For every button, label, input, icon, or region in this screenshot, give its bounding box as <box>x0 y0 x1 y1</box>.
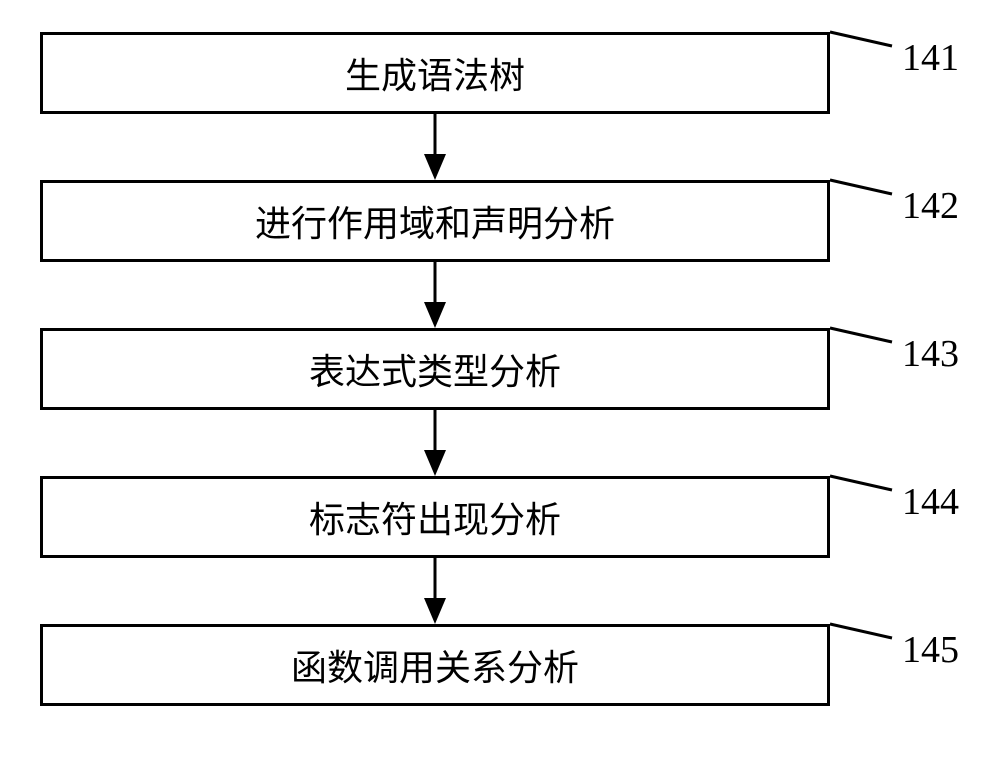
flowchart-step: 标志符出现分析 <box>40 476 830 558</box>
flowchart-step: 函数调用关系分析 <box>40 624 830 706</box>
step-number-label: 145 <box>902 628 959 672</box>
leader-line <box>830 180 892 194</box>
step-number-label: 142 <box>902 184 959 228</box>
leader-line <box>830 624 892 638</box>
flowchart-step: 生成语法树 <box>40 32 830 114</box>
step-number-label: 143 <box>902 332 959 376</box>
leader-line <box>830 476 892 490</box>
flowchart-step: 进行作用域和声明分析 <box>40 180 830 262</box>
flowchart-step-label: 函数调用关系分析 <box>291 639 579 691</box>
step-number-label: 141 <box>902 36 959 80</box>
step-number-label: 144 <box>902 480 959 524</box>
leader-line <box>830 328 892 342</box>
flow-arrow-head <box>424 302 446 328</box>
flowchart-step-label: 进行作用域和声明分析 <box>255 195 615 247</box>
flowchart-step: 表达式类型分析 <box>40 328 830 410</box>
flowchart-step-label: 标志符出现分析 <box>309 491 561 543</box>
leader-line <box>830 32 892 46</box>
flow-arrow-head <box>424 154 446 180</box>
flowchart-step-label: 表达式类型分析 <box>309 343 561 395</box>
flow-arrow-head <box>424 450 446 476</box>
flowchart-step-label: 生成语法树 <box>345 47 525 99</box>
flowchart-canvas: 生成语法树进行作用域和声明分析表达式类型分析标志符出现分析函数调用关系分析 141… <box>0 0 1000 766</box>
flow-arrow-head <box>424 598 446 624</box>
